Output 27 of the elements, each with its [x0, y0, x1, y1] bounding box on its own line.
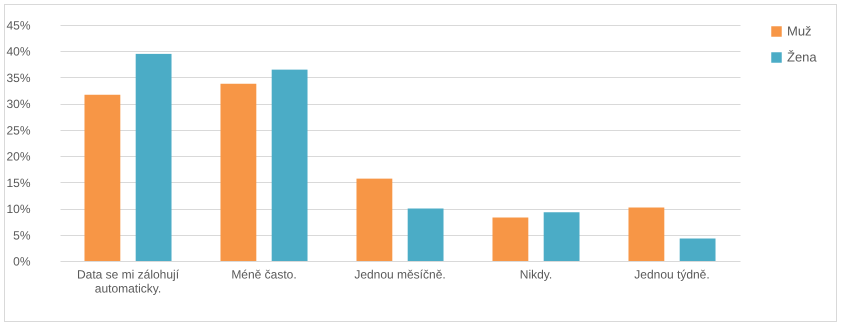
bar	[136, 54, 172, 261]
y-tick-label: 5%	[13, 228, 31, 242]
y-tick-label: 20%	[6, 150, 31, 164]
bar	[84, 94, 120, 261]
y-tick-label: 15%	[6, 176, 31, 190]
bar	[492, 217, 528, 261]
bar	[356, 178, 392, 261]
bar	[220, 84, 256, 261]
bar	[544, 212, 580, 261]
x-tick-label: Data se mi zálohují automaticky.	[76, 268, 180, 296]
y-tick-label: 0%	[13, 254, 31, 268]
y-tick-label: 40%	[6, 44, 31, 59]
legend-label: Žena	[787, 50, 818, 64]
bar	[680, 238, 716, 261]
y-tick-label: 35%	[6, 70, 31, 85]
y-tick-label: 10%	[6, 202, 31, 216]
y-tick-label: 25%	[6, 123, 31, 138]
bar	[272, 70, 308, 261]
x-tick-label: Méně často.	[231, 268, 297, 282]
y-tick-label: 30%	[6, 97, 31, 112]
y-tick-label: 45%	[6, 18, 31, 32]
legend-label: Muž	[787, 24, 812, 38]
bar	[408, 208, 444, 261]
x-tick-label: Jednou měsíčně.	[354, 268, 446, 282]
x-tick-label: Jednou týdně.	[634, 268, 710, 282]
x-tick-label: Nikdy.	[520, 268, 552, 282]
bar	[628, 208, 664, 261]
